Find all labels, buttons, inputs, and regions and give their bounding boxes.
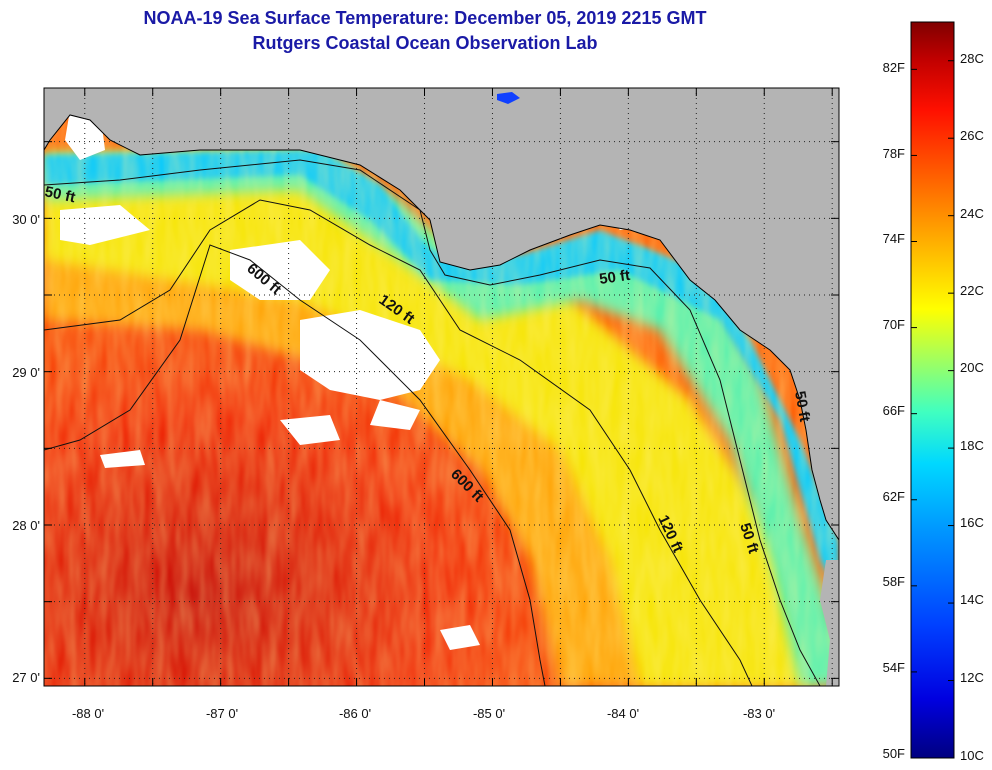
fahrenheit-label: 62F	[883, 489, 905, 504]
coastline	[44, 114, 839, 541]
colorbar-celsius-labels: 28C 26C 24C 22C 20C 18C 16C 14C 12C 10C	[960, 51, 984, 763]
lon-tick-label: -87 0'	[206, 706, 238, 721]
celsius-label: 10C	[960, 748, 984, 763]
lat-tick-label: 28 0'	[12, 518, 40, 533]
map-title: NOAA-19 Sea Surface Temperature: Decembe…	[143, 8, 707, 28]
land-mass	[44, 88, 839, 686]
contour-label-50ft-east: 50 ft	[598, 267, 631, 288]
isobath-contours	[44, 159, 821, 686]
fahrenheit-label: 50F	[883, 746, 905, 761]
contour-600ft	[44, 244, 546, 686]
contour-50ft	[44, 159, 821, 686]
celsius-label: 16C	[960, 515, 984, 530]
map-frame	[43, 87, 840, 687]
colorbar-ticks	[911, 60, 954, 759]
axis-ticks	[44, 88, 839, 686]
fahrenheit-label: 70F	[883, 317, 905, 332]
colorbar-fahrenheit-labels: 82F 78F 74F 70F 66F 62F 58F 54F 50F	[883, 60, 905, 761]
contour-label-50ft-west: 50 ft	[43, 183, 77, 206]
lat-tick-label: 29 0'	[12, 365, 40, 380]
fahrenheit-label: 54F	[883, 660, 905, 675]
fahrenheit-label: 74F	[883, 231, 905, 246]
fahrenheit-label: 58F	[883, 574, 905, 589]
celsius-label: 28C	[960, 51, 984, 66]
contour-label-50ft-coast: 50 ft	[791, 390, 813, 423]
inland-water	[497, 92, 520, 104]
celsius-label: 24C	[960, 206, 984, 221]
celsius-label: 26C	[960, 128, 984, 143]
fahrenheit-label: 82F	[883, 60, 905, 75]
sst-map: 50 ft 120 ft 600 ft 600 ft 50 ft 120 ft …	[43, 88, 839, 686]
celsius-label: 22C	[960, 283, 984, 298]
contour-120ft	[44, 199, 753, 686]
lon-tick-label: -85 0'	[473, 706, 505, 721]
map-subtitle: Rutgers Coastal Ocean Observation Lab	[252, 33, 598, 53]
celsius-label: 14C	[960, 592, 984, 607]
celsius-label: 20C	[960, 360, 984, 375]
lat-tick-label: 30 0'	[12, 212, 40, 227]
lon-tick-label: -86 0'	[339, 706, 371, 721]
celsius-label: 12C	[960, 670, 984, 685]
celsius-label: 18C	[960, 438, 984, 453]
temperature-colorbar	[910, 21, 955, 759]
lon-tick-label: -88 0'	[72, 706, 104, 721]
fahrenheit-label: 66F	[883, 403, 905, 418]
lat-tick-label: 27 0'	[12, 670, 40, 685]
lon-tick-label: -84 0'	[607, 706, 639, 721]
lon-tick-label: -83 0'	[743, 706, 775, 721]
fahrenheit-label: 78F	[883, 146, 905, 161]
